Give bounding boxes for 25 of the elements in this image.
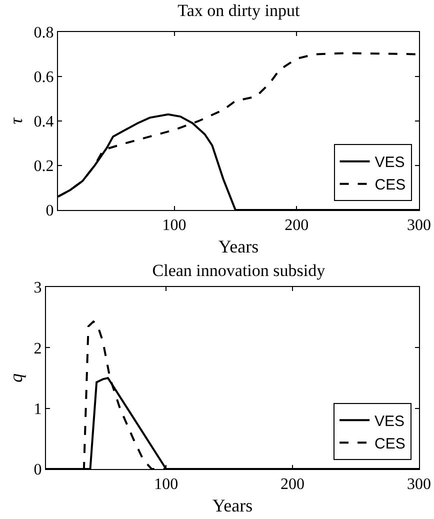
y-tick-label: 2 <box>34 340 42 358</box>
y-tick-label: 0.8 <box>34 24 54 42</box>
x-axis-title: Years <box>218 236 259 256</box>
chart-title: Clean innovation subsidy <box>152 260 326 280</box>
y-tick-label: 0 <box>34 462 42 479</box>
y-tick-label: 0.6 <box>34 69 54 86</box>
x-tick-label: 100 <box>162 217 186 234</box>
y-tick-label: 0 <box>46 202 54 220</box>
legend-label: CES <box>374 176 406 194</box>
chart-title: Tax on dirty input <box>178 0 300 20</box>
legend-label: VES <box>374 413 405 430</box>
legend-label: CES <box>374 436 406 452</box>
y-tick-label: 0.4 <box>34 114 54 131</box>
x-tick-label: 200 <box>284 217 309 234</box>
y-tick-label: 3 <box>34 280 42 297</box>
x-tick-label: 300 <box>407 217 431 234</box>
legend-label: VES <box>374 154 405 172</box>
x-axis-title: Years <box>212 495 253 516</box>
x-tick-label: 200 <box>280 476 305 494</box>
y-axis-title: τ <box>6 117 26 124</box>
y-tick-label: 0.2 <box>34 158 54 176</box>
x-tick-label: 300 <box>407 476 431 494</box>
y-tick-label: 1 <box>34 400 42 418</box>
y-axis-title: q <box>6 374 26 382</box>
x-tick-label: 100 <box>154 476 178 494</box>
